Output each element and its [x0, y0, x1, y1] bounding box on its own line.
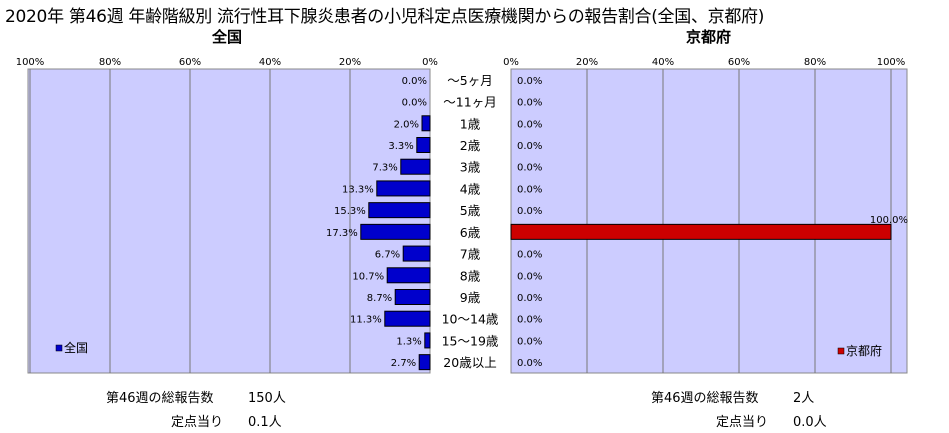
- national-total-label: 第46週の総報告数: [106, 391, 214, 406]
- age-category-label: 8歳: [460, 268, 481, 283]
- national-value-label: 2.0%: [394, 119, 419, 130]
- national-tick-label: 0%: [422, 57, 438, 68]
- age-category-label: ～11ヶ月: [443, 95, 496, 110]
- kyoto-value-label: 0.0%: [517, 141, 542, 152]
- kyoto-legend-label: 京都府: [846, 343, 882, 358]
- national-legend-swatch: [55, 344, 63, 352]
- national-plot-area: [27, 68, 431, 374]
- kyoto-value-label: 0.0%: [517, 76, 542, 87]
- national-tick-label: 100%: [16, 57, 45, 68]
- age-category-label: 7歳: [460, 247, 481, 262]
- national-bar: [400, 158, 431, 175]
- kyoto-tick-label: 80%: [804, 57, 826, 68]
- kyoto-tick-label: 100%: [877, 57, 906, 68]
- kyoto-value-label: 0.0%: [517, 336, 542, 347]
- kyoto-value-label: 0.0%: [517, 163, 542, 174]
- national-value-label: 0.0%: [402, 98, 427, 109]
- national-value-label: 7.3%: [372, 163, 397, 174]
- kyoto-value-label: 0.0%: [517, 358, 542, 369]
- national-legend-label: 全国: [64, 340, 88, 355]
- national-value-label: 15.3%: [334, 206, 366, 217]
- national-bar: [386, 267, 431, 284]
- age-category-label: 2歳: [460, 138, 481, 153]
- national-value-label: 10.7%: [352, 271, 384, 282]
- age-category-label: 9歳: [460, 290, 481, 305]
- age-category-label: 3歳: [460, 160, 481, 175]
- national-value-label: 3.3%: [388, 141, 413, 152]
- kyoto-tick-label: 60%: [728, 57, 750, 68]
- national-tick-label: 60%: [179, 57, 201, 68]
- kyoto-value-label: 0.0%: [517, 315, 542, 326]
- kyoto-value-label: 0.0%: [517, 98, 542, 109]
- national-value-label: 0.0%: [402, 76, 427, 87]
- national-tick-label: 20%: [339, 57, 361, 68]
- kyoto-tick-label: 0%: [503, 57, 519, 68]
- kyoto-per-value: 0.0人: [793, 415, 827, 430]
- kyoto-total-label: 第46週の総報告数: [651, 391, 759, 406]
- age-category-label: 4歳: [460, 181, 481, 196]
- kyoto-subtitle: 京都府: [686, 28, 732, 46]
- national-tick-label: 40%: [259, 57, 281, 68]
- national-subtitle: 全国: [212, 28, 243, 46]
- kyoto-plot-area: [510, 68, 908, 374]
- age-category-label: 15～19歳: [442, 333, 499, 348]
- national-value-label: 11.3%: [350, 315, 382, 326]
- kyoto-value-label: 0.0%: [517, 206, 542, 217]
- national-bar: [384, 310, 431, 327]
- national-total-value: 150人: [248, 391, 286, 406]
- national-bar: [402, 245, 431, 262]
- kyoto-value-label: 0.0%: [517, 184, 542, 195]
- national-bar: [416, 137, 431, 153]
- kyoto-tick-label: 20%: [576, 57, 598, 68]
- kyoto-value-label: 0.0%: [517, 119, 542, 130]
- age-category-label: 6歳: [460, 225, 481, 240]
- national-bar: [424, 332, 431, 349]
- kyoto-value-label: 100.0%: [870, 215, 908, 226]
- kyoto-total-value: 2人: [793, 391, 815, 406]
- national-bar: [368, 202, 431, 219]
- age-category-label: ～5ヶ月: [447, 73, 492, 88]
- age-category-label: 10～14歳: [442, 312, 499, 327]
- national-value-label: 1.3%: [396, 336, 421, 347]
- age-category-label: 20歳以上: [443, 355, 496, 370]
- national-bar: [421, 115, 431, 132]
- national-value-label: 6.7%: [375, 250, 400, 261]
- kyoto-bar: [510, 223, 892, 240]
- national-value-label: 17.3%: [326, 228, 358, 239]
- kyoto-value-label: 0.0%: [517, 250, 542, 261]
- national-bar: [394, 289, 431, 305]
- national-tick-label: 80%: [99, 57, 121, 68]
- kyoto-legend-swatch: [837, 347, 845, 355]
- kyoto-tick-label: 40%: [652, 57, 674, 68]
- national-per-label: 定点当り: [171, 415, 224, 430]
- kyoto-value-label: 0.0%: [517, 293, 542, 304]
- age-category-label: 5歳: [460, 203, 481, 218]
- kyoto-value-label: 0.0%: [517, 271, 542, 282]
- national-bar: [418, 354, 431, 371]
- national-value-label: 2.7%: [391, 358, 416, 369]
- national-value-label: 13.3%: [342, 184, 374, 195]
- chart-title: 2020年 第46週 年齢階級別 流行性耳下腺炎患者の小児科定点医療機関からの報…: [5, 7, 765, 27]
- kyoto-per-label: 定点当り: [716, 415, 769, 430]
- national-value-label: 8.7%: [367, 293, 392, 304]
- national-bar: [376, 180, 431, 197]
- national-per-value: 0.1人: [248, 415, 282, 430]
- national-bar: [360, 223, 431, 240]
- age-category-label: 1歳: [460, 116, 481, 131]
